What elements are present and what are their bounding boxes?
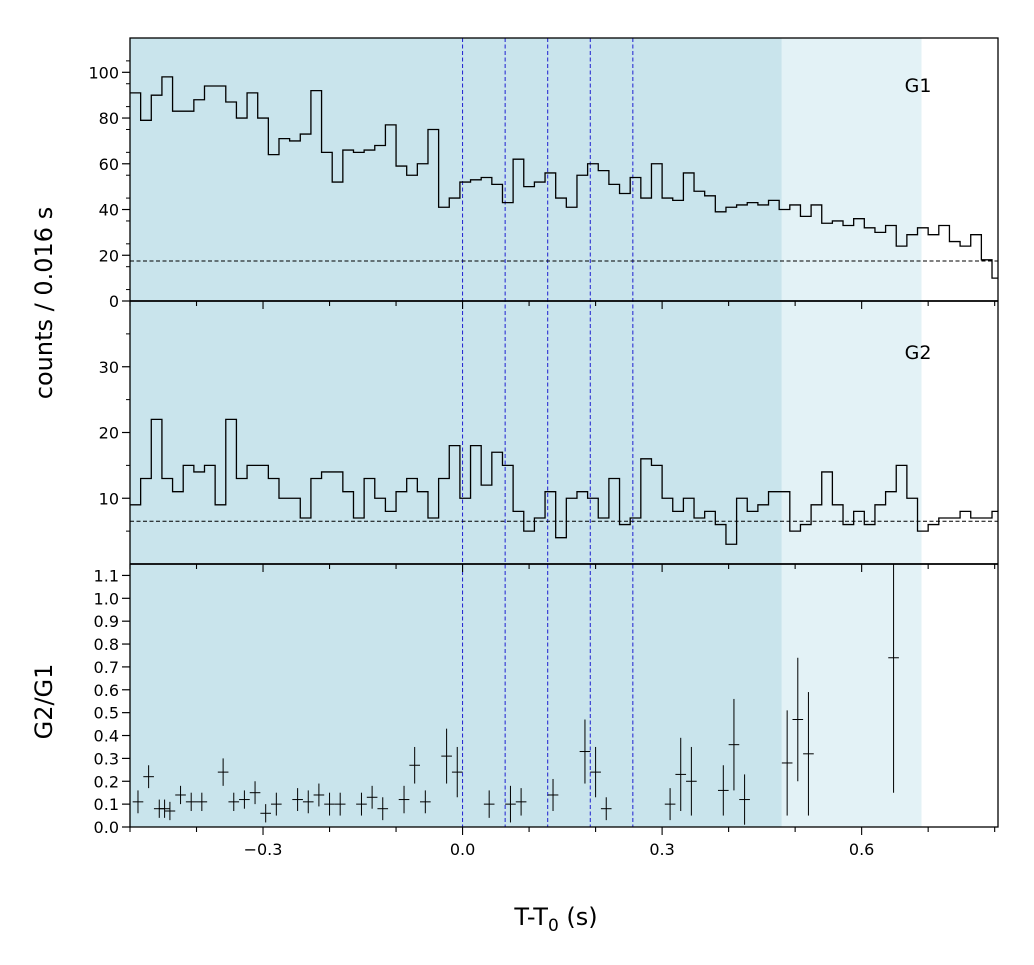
y-tick-label: 100 — [88, 63, 119, 82]
panel-2: 10 20 30 G2 — [99, 333, 998, 545]
x-tick-label: −0.3 — [244, 840, 283, 859]
x-tick-label: 0.3 — [649, 840, 674, 859]
x-tick-label: 0.0 — [450, 840, 475, 859]
y-tick-label: 1.0 — [94, 589, 119, 608]
y-tick-label: 0.9 — [94, 612, 119, 631]
y-tick-label: 1.1 — [94, 566, 119, 585]
y-axis-title-counts: counts / 0.016 s — [30, 207, 58, 399]
x-axis-title-unit: (s) — [559, 903, 598, 931]
panel-3: 0.0 0.1 0.2 0.3 0.4 0.5 0.6 0.7 0.8 0.9 1.0 1.1 — [94, 564, 899, 837]
panel-label-G2: G2 — [905, 342, 932, 364]
x-tick-label: 0.6 — [849, 840, 874, 859]
shaded-region-1 — [781, 38, 922, 827]
x-axis-title-subscript: 0 — [548, 916, 559, 936]
frame-border — [129, 37, 999, 828]
y-tick-label: 0 — [109, 292, 119, 311]
shaded-regions — [130, 38, 922, 827]
x-axis-title-main: T-T — [513, 903, 548, 931]
y-tick-label: 0.8 — [94, 635, 119, 654]
panels: 0 20 40 60 80 100 G1 10 20 30 G2 0.0 0.1 0.2 0.3 0.4 0.5… — [88, 60, 998, 837]
panel-label-G1: G1 — [905, 75, 932, 97]
y-tick-label: 40 — [99, 201, 119, 220]
y-tick-label: 0.6 — [94, 681, 119, 700]
y-tick-label: 60 — [99, 155, 119, 174]
y-tick-label: 20 — [99, 246, 119, 265]
y-tick-label: 0.7 — [94, 658, 119, 677]
plot-frame — [129, 37, 999, 828]
y-tick-label: 0.1 — [94, 795, 119, 814]
reference-vlines — [462, 38, 634, 827]
y-axis-title-ratio: G2/G1 — [30, 664, 58, 740]
panel-1: 0 20 40 60 80 100 G1 — [88, 60, 998, 311]
y-tick-label: 0.0 — [94, 818, 119, 837]
y-tick-label: 0.5 — [94, 704, 119, 723]
histogram-G2 — [130, 418, 998, 545]
y-tick-label: 20 — [99, 424, 119, 443]
y-tick-label: 80 — [99, 109, 119, 128]
histogram-G1 — [130, 76, 998, 279]
y-tick-label: 10 — [99, 489, 119, 508]
x-axis: −0.3 0.0 0.3 0.6 — [129, 301, 996, 859]
shaded-region-0 — [130, 38, 782, 827]
x-axis-title: T-T0 (s) — [513, 903, 597, 936]
y-tick-label: 0.2 — [94, 772, 119, 791]
y-tick-label: 0.4 — [94, 727, 119, 746]
axis-titles: counts / 0.016 s G2/G1 T-T0 (s) — [30, 207, 598, 936]
y-tick-label: 0.3 — [94, 749, 119, 768]
y-tick-label: 30 — [99, 358, 119, 377]
